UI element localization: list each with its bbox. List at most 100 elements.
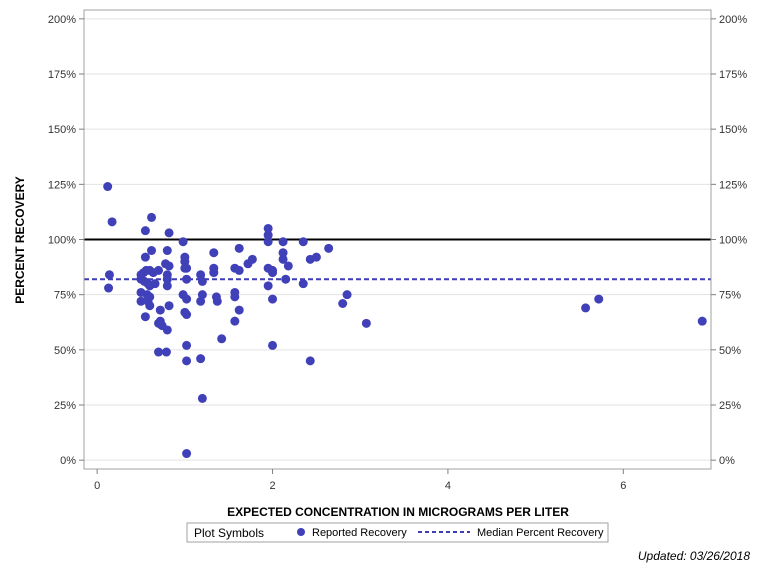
data-point (278, 237, 288, 247)
data-point (281, 274, 291, 284)
x-tick-label: 0 (94, 480, 100, 492)
y-right-tick-label: 25% (719, 400, 741, 412)
data-point (182, 340, 192, 350)
data-point (268, 340, 278, 350)
data-point (150, 279, 160, 289)
y-tick-label: 100% (48, 235, 76, 247)
data-point (361, 318, 371, 328)
legend: Plot Symbols Reported Recovery Median Pe… (186, 522, 609, 543)
x-tick-label: 2 (269, 480, 275, 492)
data-point (298, 237, 308, 247)
data-point (278, 254, 288, 264)
x-axis: 0 2 4 6 (94, 469, 626, 492)
data-point (230, 292, 240, 302)
data-point (182, 356, 192, 366)
data-point (161, 347, 171, 357)
data-point (180, 263, 190, 273)
data-point (103, 182, 113, 192)
data-point (212, 296, 222, 306)
data-point (140, 252, 150, 262)
data-point (234, 243, 244, 253)
data-point (140, 312, 150, 322)
data-point (594, 294, 604, 304)
data-point (324, 243, 334, 253)
y-tick-label: 25% (54, 400, 76, 412)
data-point (263, 230, 273, 240)
y-axis-right: 0% 25% 50% 75% 100% 125% 150% 175% 200% (711, 14, 747, 467)
data-point (197, 393, 207, 403)
data-point (147, 212, 157, 222)
data-point (182, 274, 192, 284)
data-point (162, 274, 172, 284)
data-point (268, 294, 278, 304)
y-right-tick-label: 0% (719, 455, 735, 467)
legend-box (186, 522, 609, 543)
y-tick-label: 125% (48, 179, 76, 191)
legend-label-median-percent-recovery: Median Percent Recovery (477, 527, 604, 539)
y-tick-label: 150% (48, 124, 76, 136)
data-points (103, 182, 707, 459)
data-point (298, 279, 308, 289)
data-point (278, 248, 288, 258)
data-point (283, 261, 293, 271)
data-point (140, 226, 150, 236)
legend-label-reported-recovery: Reported Recovery (312, 527, 407, 539)
y-right-tick-label: 125% (719, 179, 747, 191)
data-point (230, 316, 240, 326)
data-point (164, 228, 174, 238)
data-point (104, 283, 114, 293)
y-axis-label: PERCENT RECOVERY (13, 176, 27, 304)
data-point (197, 276, 207, 286)
data-point (162, 281, 172, 291)
data-point (196, 296, 206, 306)
data-point (305, 356, 315, 366)
y-tick-label: 0% (60, 455, 76, 467)
data-point (342, 290, 352, 300)
x-tick-label: 6 (620, 480, 626, 492)
data-point (154, 265, 164, 275)
data-point (164, 301, 174, 311)
data-point (209, 248, 219, 258)
data-point (209, 268, 219, 278)
y-right-tick-label: 150% (719, 124, 747, 136)
data-point (104, 270, 114, 280)
data-point (234, 265, 244, 275)
updated-footnote: Updated: 03/26/2018 (637, 549, 750, 563)
data-point (162, 246, 172, 256)
data-point (136, 296, 146, 306)
data-point (155, 305, 165, 315)
data-point (147, 246, 157, 256)
y-tick-label: 75% (54, 290, 76, 302)
data-point (247, 254, 257, 264)
y-axis-left: 0% 25% 50% 75% 100% 125% 150% 175% 200% (48, 14, 84, 467)
y-right-tick-label: 75% (719, 290, 741, 302)
data-point (338, 298, 348, 308)
y-right-tick-label: 50% (719, 345, 741, 357)
data-point (154, 347, 164, 357)
y-tick-label: 50% (54, 345, 76, 357)
data-point (145, 301, 155, 311)
data-point (263, 237, 273, 247)
data-point (107, 217, 117, 227)
data-point (178, 237, 188, 247)
y-tick-label: 175% (48, 69, 76, 81)
y-right-tick-label: 100% (719, 235, 747, 247)
x-axis-label: EXPECTED CONCENTRATION IN MICROGRAMS PER… (227, 505, 569, 519)
y-tick-label: 200% (48, 14, 76, 26)
data-point (581, 303, 591, 313)
data-point (217, 334, 227, 344)
legend-marker-reported-recovery (297, 528, 305, 536)
data-point (162, 325, 172, 335)
data-point (182, 310, 192, 320)
data-point (263, 281, 273, 291)
data-point (182, 449, 192, 459)
data-point (164, 261, 174, 271)
data-point (182, 294, 192, 304)
y-right-tick-label: 200% (719, 14, 747, 26)
y-right-tick-label: 175% (719, 69, 747, 81)
data-point (234, 305, 244, 315)
data-point (263, 223, 273, 233)
data-point (268, 268, 278, 278)
